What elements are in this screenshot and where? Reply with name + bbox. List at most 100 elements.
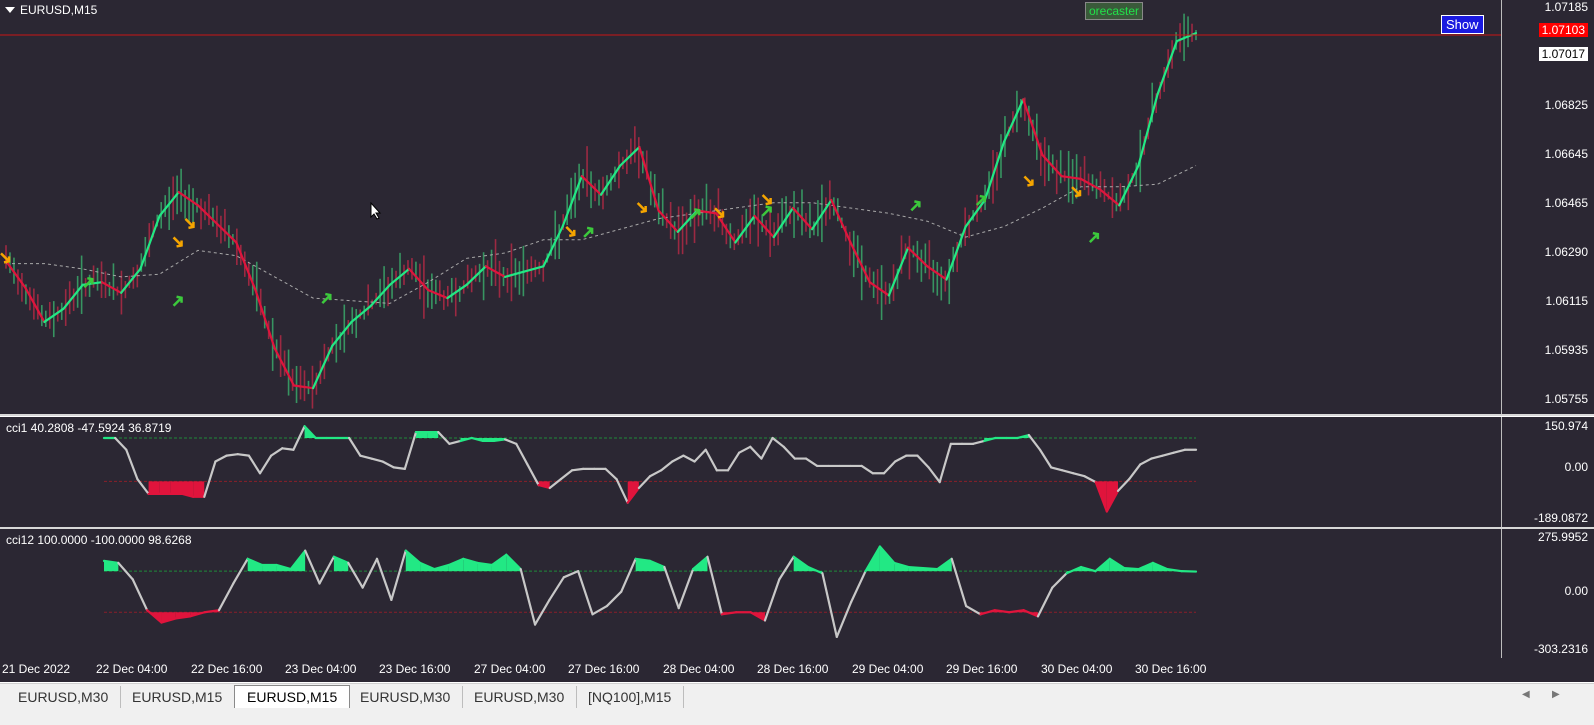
cci-line-segment bbox=[664, 567, 678, 608]
chevron-left-icon[interactable]: ◀ bbox=[1522, 689, 1530, 700]
pane-separator[interactable] bbox=[0, 414, 1594, 416]
cci1-tick: 150.974 bbox=[1545, 419, 1588, 433]
cci-line-segment bbox=[761, 438, 772, 459]
tab-eurusd-m30[interactable]: EURUSD,M30 bbox=[462, 686, 577, 708]
cci-line-segment bbox=[1052, 573, 1066, 587]
tab-eurusd-m15-active[interactable]: EURUSD,M15 bbox=[234, 685, 350, 708]
cci-line-segment bbox=[349, 438, 360, 456]
cci12-tick: 275.9952 bbox=[1538, 530, 1588, 544]
cci12-axis[interactable]: 275.9952 0.00 -303.2316 bbox=[1501, 529, 1594, 658]
cci12-indicator-pane[interactable]: cci12 100.0000 -100.0000 98.6268 275.995… bbox=[0, 529, 1594, 658]
cci1-indicator-pane[interactable]: cci1 40.2808 -47.5924 36.8719 150.974 0.… bbox=[0, 417, 1594, 527]
cci-line-segment bbox=[219, 583, 233, 610]
cci1-svg bbox=[0, 417, 1594, 527]
chevron-right-icon[interactable]: ▶ bbox=[1552, 689, 1560, 700]
cci-line-segment bbox=[695, 450, 706, 462]
cci-line-segment bbox=[391, 551, 405, 600]
up-arrow-icon bbox=[174, 297, 182, 306]
bid-price-label: 1.07017 bbox=[1539, 47, 1588, 61]
price-tick: 1.06645 bbox=[1545, 147, 1588, 161]
cci-line-segment bbox=[621, 559, 635, 592]
tab-eurusd-m30[interactable]: EURUSD,M30 bbox=[6, 686, 121, 708]
cci-line-segment bbox=[750, 447, 761, 459]
cci-line-segment bbox=[521, 569, 535, 624]
cci-line-segment bbox=[305, 551, 319, 584]
trend-segment bbox=[217, 224, 236, 243]
cci1-tick: 0.00 bbox=[1565, 460, 1588, 474]
cci-line-segment bbox=[535, 600, 549, 625]
cci-line-segment bbox=[973, 441, 984, 444]
tab-eurusd-m15[interactable]: EURUSD,M15 bbox=[120, 686, 235, 708]
cci-line-segment bbox=[1040, 450, 1051, 468]
cci-line-segment bbox=[1029, 435, 1040, 450]
moving-average-line bbox=[6, 166, 1196, 304]
cci-line-segment bbox=[765, 579, 779, 620]
trend-segment bbox=[639, 147, 658, 211]
cci-line-segment bbox=[271, 448, 282, 455]
cci-line-segment bbox=[260, 456, 271, 474]
bear-fill bbox=[193, 481, 204, 496]
time-tick: 23 Dec 04:00 bbox=[285, 662, 356, 676]
time-axis[interactable]: 21 Dec 2022 22 Dec 04:00 22 Dec 16:00 23… bbox=[0, 658, 1594, 682]
cci-line-segment bbox=[739, 447, 750, 453]
cci-line-segment bbox=[348, 563, 362, 588]
cci-line-segment bbox=[683, 456, 694, 462]
down-arrow-icon bbox=[1024, 177, 1032, 186]
cci-line-segment bbox=[1129, 464, 1140, 479]
down-arrow-icon bbox=[763, 195, 771, 204]
cci-line-segment bbox=[249, 456, 260, 474]
cci-line-segment bbox=[282, 448, 293, 449]
price-tick: 1.07185 bbox=[1545, 0, 1588, 14]
cci-line-segment bbox=[779, 557, 793, 580]
cci-line-segment bbox=[884, 462, 895, 474]
up-arrow-icon bbox=[584, 228, 592, 237]
cci-line-segment bbox=[895, 456, 906, 462]
cci-line-segment bbox=[227, 454, 238, 455]
down-arrow-icon bbox=[638, 203, 646, 212]
cci-line-segment bbox=[363, 559, 377, 588]
cci-line-segment bbox=[549, 577, 563, 600]
time-tick: 22 Dec 04:00 bbox=[96, 662, 167, 676]
price-chart-pane[interactable]: EURUSD,M15 orecaster Show 1.07185 1.0682… bbox=[0, 0, 1594, 414]
trend-segment bbox=[1158, 41, 1177, 94]
cci1-axis[interactable]: 150.974 0.00 -189.0872 bbox=[1501, 417, 1594, 527]
cci-line-segment bbox=[371, 459, 382, 462]
time-tick: 23 Dec 16:00 bbox=[379, 662, 450, 676]
up-arrow-icon bbox=[911, 201, 919, 210]
cci-line-segment bbox=[806, 459, 817, 466]
cci-line-segment bbox=[238, 454, 249, 455]
chart-tab-bar: EURUSD,M30 EURUSD,M15 EURUSD,M15 EURUSD,… bbox=[0, 683, 1594, 725]
cci-line-segment bbox=[1124, 568, 1138, 569]
trend-segment bbox=[1004, 99, 1023, 141]
mouse-pointer-icon bbox=[370, 202, 382, 220]
cci-line-segment bbox=[940, 444, 951, 482]
price-chart-svg bbox=[0, 0, 1594, 414]
cci-line-segment bbox=[923, 568, 937, 569]
time-tick: 29 Dec 16:00 bbox=[946, 662, 1017, 676]
cci-line-segment bbox=[650, 470, 661, 476]
cci-line-segment bbox=[672, 456, 683, 462]
cci-line-segment bbox=[593, 606, 607, 614]
show-button[interactable]: Show bbox=[1441, 15, 1484, 34]
price-tick: 1.05755 bbox=[1545, 392, 1588, 406]
tab-eurusd-m30[interactable]: EURUSD,M30 bbox=[348, 686, 463, 708]
trend-segment bbox=[620, 147, 639, 166]
cci-line-segment bbox=[679, 569, 693, 608]
price-axis[interactable]: 1.07185 1.06825 1.06645 1.06465 1.06290 … bbox=[1501, 0, 1594, 414]
down-arrow-icon bbox=[566, 227, 574, 236]
trend-segment bbox=[256, 290, 275, 348]
cci-line-segment bbox=[862, 466, 873, 473]
cci-line-segment bbox=[505, 439, 516, 443]
time-tick: 30 Dec 04:00 bbox=[1041, 662, 1112, 676]
cci-line-segment bbox=[1140, 459, 1151, 465]
cci-line-segment bbox=[966, 606, 980, 614]
trend-segment bbox=[966, 200, 985, 226]
cci-line-segment bbox=[605, 469, 616, 479]
trend-segment bbox=[659, 211, 678, 232]
trend-segment bbox=[1138, 94, 1157, 166]
cci12-tick: -303.2316 bbox=[1534, 642, 1588, 656]
tab-nq100-m15[interactable]: [NQ100],M15 bbox=[576, 686, 684, 708]
triangle-down-icon[interactable] bbox=[5, 7, 15, 13]
cci-line-segment bbox=[133, 579, 147, 610]
bear-fill bbox=[149, 481, 160, 493]
